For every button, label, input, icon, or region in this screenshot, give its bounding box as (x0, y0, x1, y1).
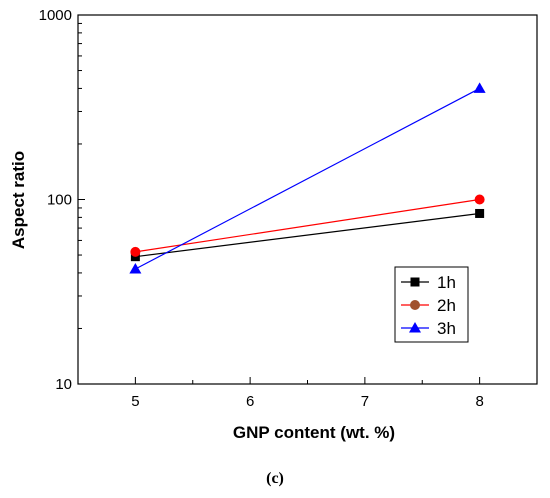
data-point (130, 246, 141, 257)
legend-label: 2h (437, 296, 456, 315)
legend-label: 3h (437, 319, 456, 338)
x-tick-label: 6 (246, 393, 254, 410)
y-tick-label: 10 (55, 376, 72, 393)
y-axis-title: Aspect ratio (9, 151, 28, 249)
series-line (135, 212, 480, 258)
x-tick-label: 5 (131, 393, 139, 410)
legend-marker (410, 300, 420, 310)
legend: 1h 2h 3h (394, 266, 469, 343)
x-tick-label: 7 (361, 393, 369, 410)
series-2h (130, 194, 485, 257)
data-point (474, 194, 485, 205)
legend-item: 3h (401, 319, 456, 338)
y-tick-label: 1000 (39, 7, 72, 24)
legend-marker (410, 277, 420, 287)
legend-marker (409, 322, 421, 333)
series-1h (130, 208, 485, 262)
x-axis-ticks: 5 6 7 8 (77, 377, 538, 410)
legend-label: 1h (437, 273, 456, 292)
chart: 5 6 7 8 10 100 1000 GNP content (wt. %) Aspec… (9, 7, 538, 442)
y-tick-label: 100 (47, 192, 72, 209)
legend-item: 2h (401, 296, 456, 315)
series-layer (129, 82, 486, 274)
y-axis-ticks: 10 100 1000 (39, 7, 85, 393)
data-point (473, 82, 486, 93)
series-line (135, 87, 480, 270)
figure-caption: (c) (266, 470, 284, 487)
x-axis-title: GNP content (wt. %) (233, 423, 395, 442)
data-point (129, 263, 142, 274)
x-tick-label: 8 (475, 393, 483, 410)
series-3h (129, 82, 486, 274)
series-line (135, 198, 480, 253)
legend-item: 1h (401, 273, 456, 292)
data-point (475, 208, 485, 218)
